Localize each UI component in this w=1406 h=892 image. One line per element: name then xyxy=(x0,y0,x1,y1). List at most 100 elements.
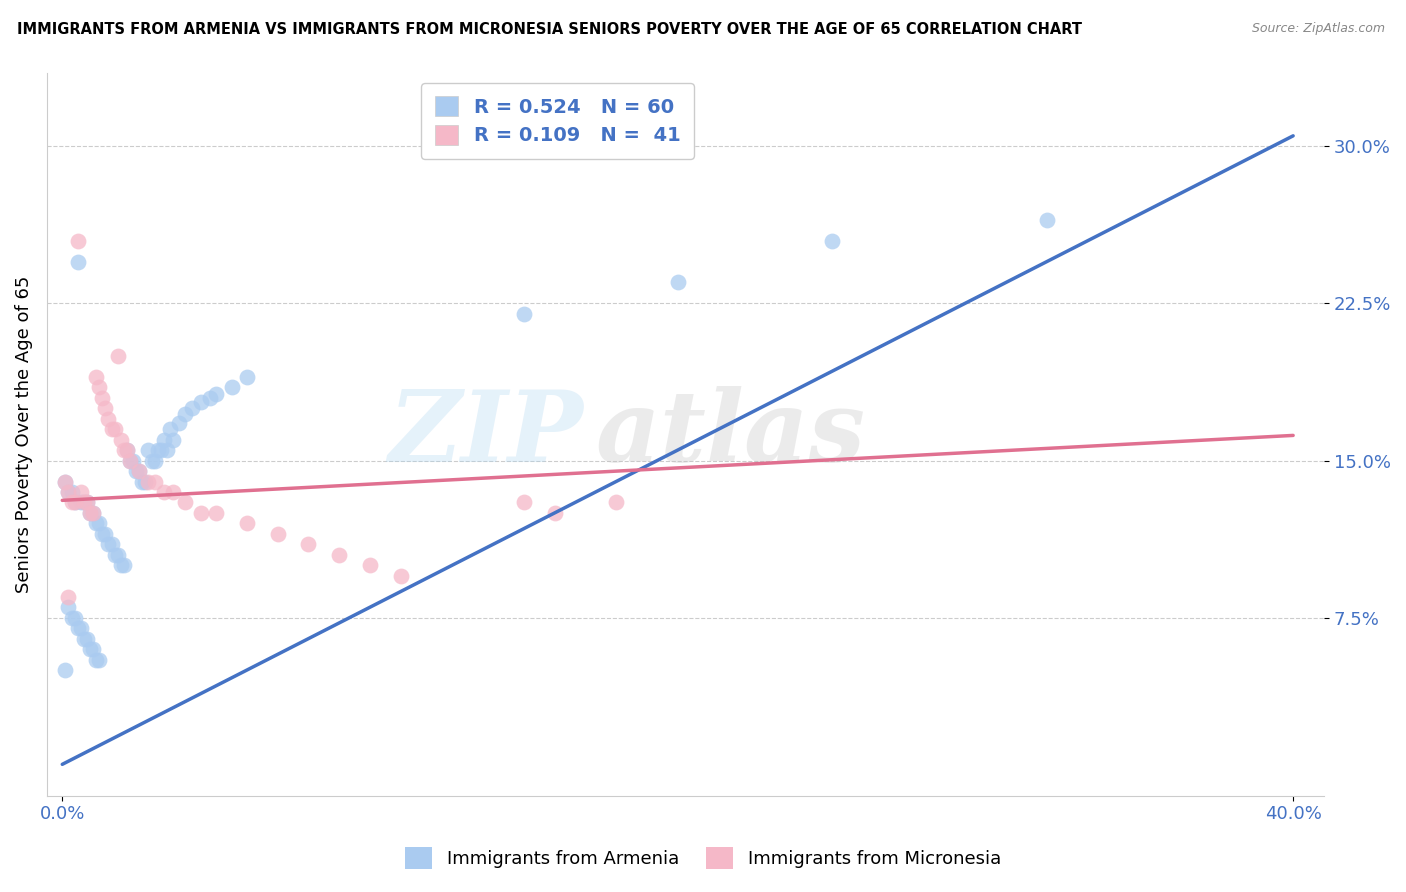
Point xyxy=(76,495,98,509)
Point xyxy=(66,621,89,635)
Point xyxy=(167,416,190,430)
Point xyxy=(73,495,96,509)
Point xyxy=(76,632,98,646)
Point xyxy=(84,516,107,531)
Point xyxy=(174,408,197,422)
Point xyxy=(97,537,120,551)
Point xyxy=(198,391,221,405)
Point xyxy=(91,527,114,541)
Point xyxy=(58,485,80,500)
Point xyxy=(159,422,181,436)
Point xyxy=(60,610,83,624)
Point xyxy=(513,495,536,509)
Point xyxy=(66,254,89,268)
Point xyxy=(205,386,228,401)
Point xyxy=(60,495,83,509)
Point xyxy=(153,433,176,447)
Point xyxy=(128,464,150,478)
Point xyxy=(125,464,148,478)
Point xyxy=(58,590,80,604)
Point xyxy=(107,548,129,562)
Point xyxy=(103,548,125,562)
Text: ZIP: ZIP xyxy=(388,386,583,483)
Point xyxy=(131,475,153,489)
Point xyxy=(115,443,138,458)
Point xyxy=(94,527,117,541)
Point xyxy=(103,422,125,436)
Point xyxy=(69,485,91,500)
Point xyxy=(66,234,89,248)
Point xyxy=(89,652,111,666)
Point xyxy=(180,401,202,416)
Point xyxy=(79,506,101,520)
Point xyxy=(543,506,565,520)
Point xyxy=(97,411,120,425)
Point xyxy=(162,433,184,447)
Point xyxy=(138,475,160,489)
Point xyxy=(58,600,80,615)
Point xyxy=(100,422,122,436)
Point xyxy=(153,485,176,500)
Point xyxy=(58,485,80,500)
Point xyxy=(79,506,101,520)
Point xyxy=(73,632,96,646)
Point xyxy=(128,464,150,478)
Point xyxy=(63,495,86,509)
Point xyxy=(82,642,104,657)
Point xyxy=(138,443,160,458)
Text: atlas: atlas xyxy=(596,386,866,483)
Point xyxy=(134,475,156,489)
Point xyxy=(266,527,288,541)
Point xyxy=(110,433,132,447)
Point xyxy=(63,495,86,509)
Point xyxy=(107,349,129,363)
Point xyxy=(69,621,91,635)
Y-axis label: Seniors Poverty Over the Age of 65: Seniors Poverty Over the Age of 65 xyxy=(15,276,32,593)
Point xyxy=(91,391,114,405)
Point xyxy=(122,453,145,467)
Point xyxy=(69,495,91,509)
Point xyxy=(156,443,179,458)
Point xyxy=(60,485,83,500)
Point xyxy=(53,475,76,489)
Point xyxy=(73,495,96,509)
Point xyxy=(112,558,135,573)
Text: Source: ZipAtlas.com: Source: ZipAtlas.com xyxy=(1251,22,1385,36)
Point xyxy=(513,307,536,321)
Legend: Immigrants from Armenia, Immigrants from Micronesia: Immigrants from Armenia, Immigrants from… xyxy=(396,838,1010,879)
Point xyxy=(328,548,350,562)
Point xyxy=(53,663,76,677)
Point xyxy=(63,610,86,624)
Point xyxy=(146,443,169,458)
Point xyxy=(89,380,111,394)
Point xyxy=(205,506,228,520)
Point xyxy=(389,568,412,582)
Point xyxy=(221,380,243,394)
Point xyxy=(110,558,132,573)
Point xyxy=(190,395,212,409)
Point xyxy=(84,652,107,666)
Point xyxy=(82,506,104,520)
Point xyxy=(84,369,107,384)
Point xyxy=(297,537,319,551)
Point xyxy=(141,453,163,467)
Point xyxy=(89,516,111,531)
Point xyxy=(359,558,381,573)
Point xyxy=(605,495,627,509)
Point xyxy=(236,516,259,531)
Point xyxy=(820,234,842,248)
Point xyxy=(76,495,98,509)
Point xyxy=(143,475,166,489)
Point xyxy=(143,453,166,467)
Point xyxy=(149,443,172,458)
Point xyxy=(94,401,117,416)
Legend: R = 0.524   N = 60, R = 0.109   N =  41: R = 0.524 N = 60, R = 0.109 N = 41 xyxy=(422,83,695,159)
Text: IMMIGRANTS FROM ARMENIA VS IMMIGRANTS FROM MICRONESIA SENIORS POVERTY OVER THE A: IMMIGRANTS FROM ARMENIA VS IMMIGRANTS FR… xyxy=(17,22,1081,37)
Point xyxy=(112,443,135,458)
Point xyxy=(118,453,141,467)
Point xyxy=(1036,212,1059,227)
Point xyxy=(666,276,689,290)
Point xyxy=(190,506,212,520)
Point xyxy=(236,369,259,384)
Point xyxy=(115,443,138,458)
